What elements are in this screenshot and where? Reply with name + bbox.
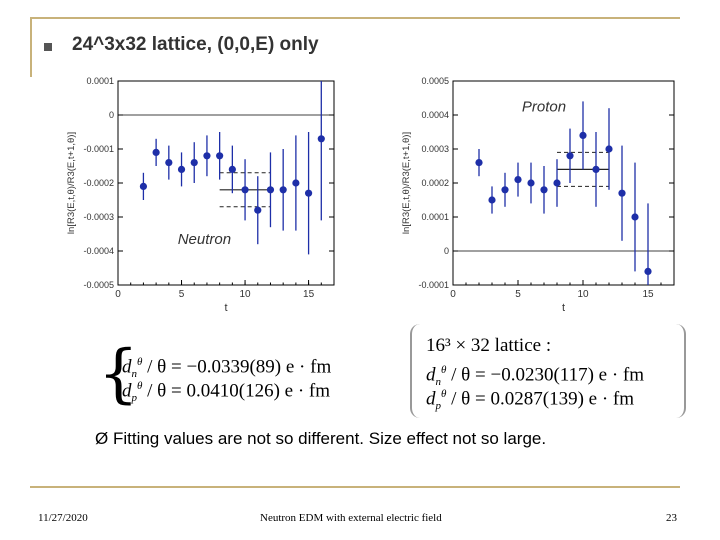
y-tick-label: 0.0003 [421, 144, 449, 154]
arrow-bullet-icon: Ø [95, 429, 109, 448]
data-point [165, 159, 173, 167]
y-tick-label: -0.0004 [83, 246, 114, 256]
data-point [292, 179, 300, 187]
data-point [279, 186, 287, 194]
small-lattice-header: 16³ × 32 lattice : [426, 335, 552, 356]
proton-edm-value: / θ = 0.0410(126) e · fm [147, 380, 331, 402]
data-point [644, 267, 652, 275]
y-tick-label: 0.0001 [421, 212, 449, 222]
data-point [190, 159, 198, 167]
data-point [475, 159, 483, 167]
data-point [592, 165, 600, 173]
data-point [553, 179, 561, 187]
conclusion-line: Ø Fitting values are not so different. S… [95, 429, 546, 449]
y-tick-label: -0.0002 [83, 178, 114, 188]
data-point [540, 186, 548, 194]
data-point [304, 189, 313, 197]
y-tick-label: 0.0004 [421, 110, 449, 120]
slide-title: 24^3x32 lattice, (0,0,E) only [72, 34, 319, 55]
small-lattice-proton-line: dpθ / θ = 0.0287(139) e · fm [426, 388, 635, 413]
data-point [488, 196, 496, 204]
y-tick-label: 0.0001 [86, 76, 114, 86]
data-point [579, 131, 587, 139]
x-axis-label: t [224, 302, 227, 314]
title-bullet [44, 43, 52, 51]
data-point [527, 179, 535, 187]
data-point [566, 152, 574, 160]
data-point [254, 206, 262, 214]
data-point [139, 182, 148, 190]
data-point [228, 165, 236, 173]
chart-title: Neutron [178, 231, 231, 248]
x-tick-label: 5 [515, 289, 521, 300]
x-tick-label: 10 [577, 289, 589, 300]
y-tick-label: 0.0005 [421, 76, 449, 86]
y-axis-label: ln[R3(E,t,θ)/R3(E,t+1,θ)] [401, 132, 412, 234]
left-formula-brace: { [98, 337, 139, 411]
data-point [501, 186, 509, 194]
frame-top-rule [30, 17, 680, 19]
y-tick-label: 0 [444, 246, 449, 256]
x-axis-label: t [562, 302, 565, 314]
small-lattice-neutron-value: / θ = −0.0230(117) e · fm [451, 364, 645, 386]
y-tick-label: -0.0001 [83, 144, 114, 154]
footer-page-number: 23 [666, 512, 677, 524]
small-lattice-proton-value: / θ = 0.0287(139) e · fm [451, 388, 635, 410]
data-point [605, 145, 613, 153]
neutron-chart: -0.0005 -0.0004 -0.0003 -0.0002 -0.0001 0 0.00… [66, 76, 335, 314]
frame-left-rule [30, 17, 32, 77]
x-tick-label: 10 [239, 289, 251, 300]
data-point [266, 186, 275, 194]
y-axis-label: ln[R3(E,t,θ)/R3(E,t+1,θ)] [66, 132, 77, 234]
data-point [317, 135, 325, 143]
proton-edm-line: dpθ / θ = 0.0410(126) e · fm [122, 380, 331, 405]
data-point [216, 152, 224, 160]
data-point [514, 176, 522, 184]
x-tick-label: 5 [179, 289, 185, 300]
small-lattice-bracket [410, 324, 686, 418]
data-point [618, 189, 626, 197]
small-lattice-neutron-line: dnθ / θ = −0.0230(117) e · fm [426, 364, 645, 389]
x-tick-label: 15 [303, 289, 315, 300]
neutron-edm-line: dnθ / θ = −0.0339(89) e · fm [122, 356, 332, 381]
plot-frame [117, 80, 335, 286]
x-tick-label: 0 [115, 289, 121, 300]
x-tick-label: 0 [450, 289, 456, 300]
x-tick-label: 15 [642, 289, 654, 300]
footer-center-text: Neutron EDM with external electric field [260, 512, 442, 524]
y-tick-label: 0.0002 [421, 178, 449, 188]
chart-title: Proton [522, 99, 566, 116]
data-point [203, 152, 211, 160]
data-point [152, 148, 160, 156]
conclusion-text: Fitting values are not so different. Siz… [112, 429, 547, 448]
neutron-proton-edm-formula: dnθ / θ = −0.0339(89) e · fm dpθ / θ = 0… [122, 350, 332, 405]
neutron-edm-value: / θ = −0.0339(89) e · fm [147, 356, 332, 378]
y-tick-label: -0.0003 [83, 212, 114, 222]
y-tick-label: -0.0001 [418, 280, 449, 290]
footer-date: 11/27/2020 [38, 512, 88, 524]
small-lattice-formula: 16³ × 32 lattice : dnθ / θ = −0.0230(117… [426, 334, 645, 413]
data-point [241, 186, 249, 194]
data-point [177, 165, 186, 173]
y-tick-label: -0.0005 [83, 280, 114, 290]
y-tick-label: 0 [109, 110, 114, 120]
frame-bottom-rule [30, 486, 680, 488]
data-point [631, 213, 639, 221]
